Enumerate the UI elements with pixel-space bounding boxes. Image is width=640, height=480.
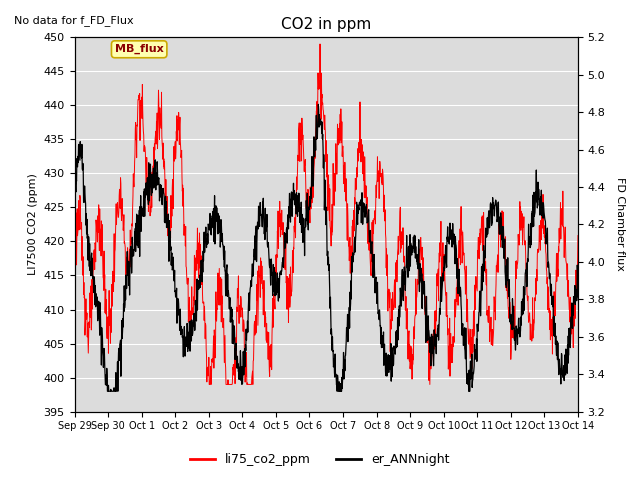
- Title: CO2 in ppm: CO2 in ppm: [281, 17, 371, 32]
- Y-axis label: FD Chamber flux: FD Chamber flux: [615, 178, 625, 271]
- Legend: li75_co2_ppm, er_ANNnight: li75_co2_ppm, er_ANNnight: [186, 448, 454, 471]
- Text: No data for f_FD_Flux: No data for f_FD_Flux: [14, 15, 134, 25]
- Text: MB_flux: MB_flux: [115, 44, 164, 54]
- Y-axis label: LI7500 CO2 (ppm): LI7500 CO2 (ppm): [28, 173, 38, 276]
